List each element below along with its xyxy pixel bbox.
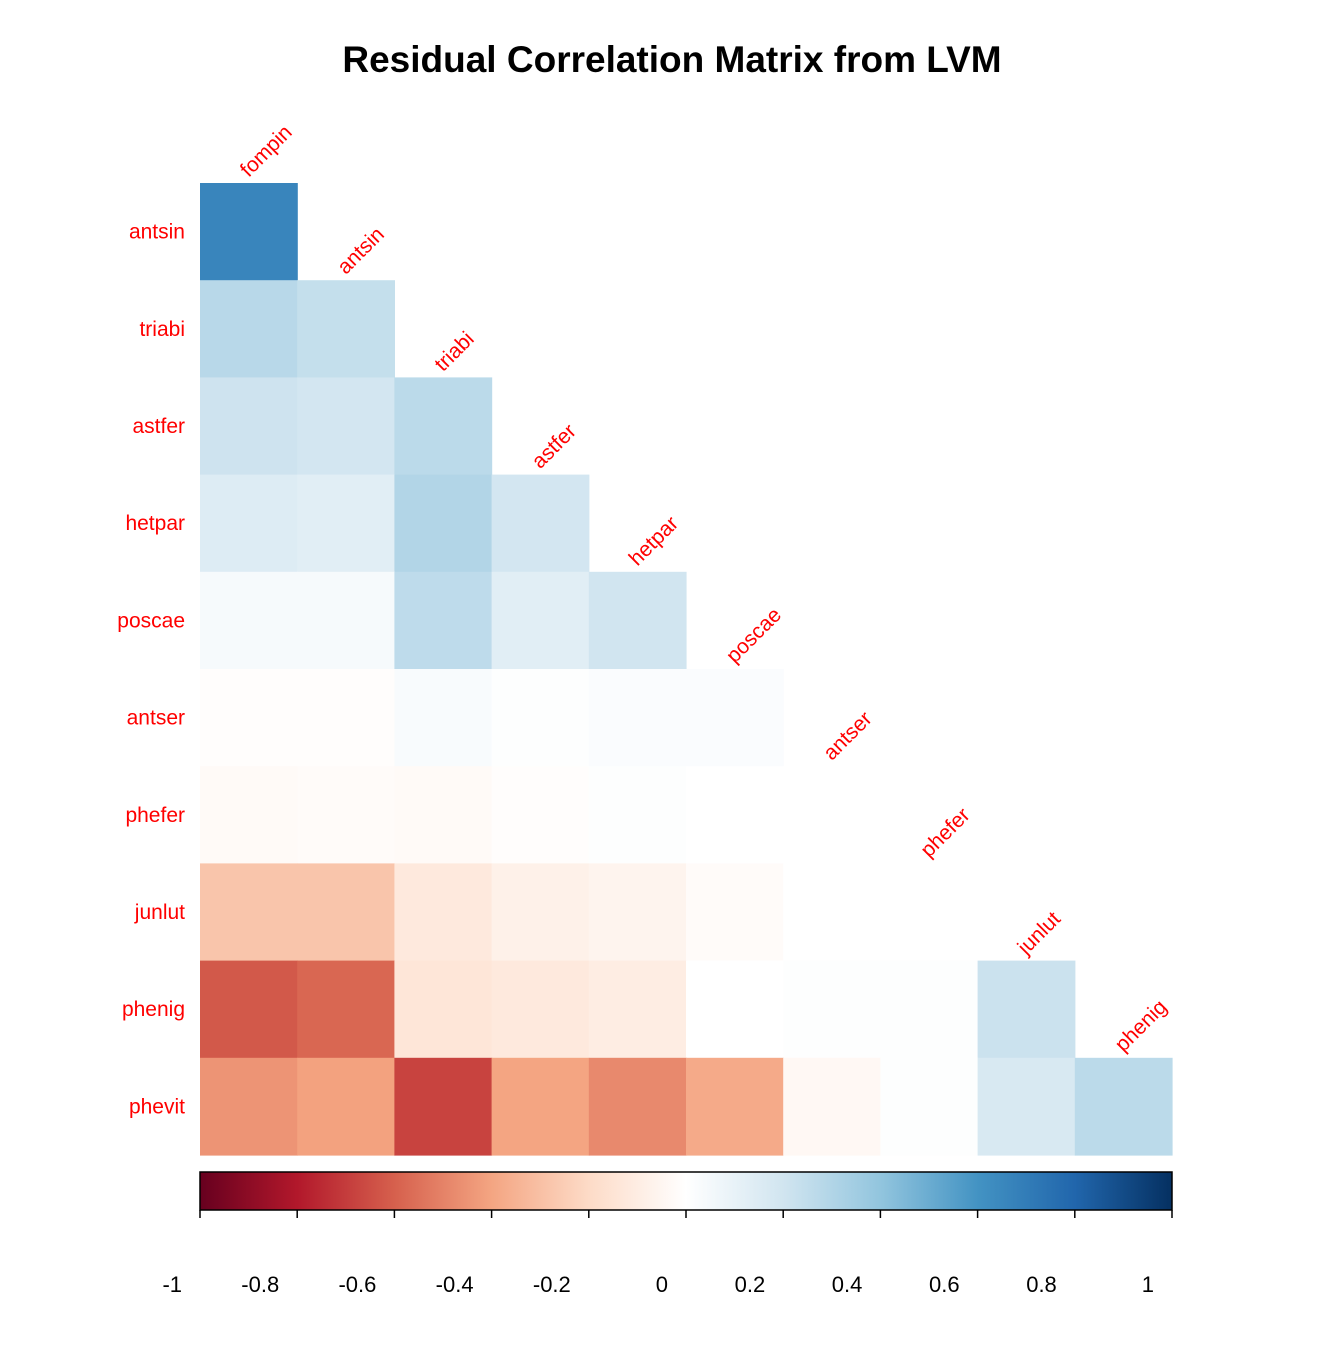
heatmap-cell <box>588 1057 687 1156</box>
row-label: hetpar <box>125 512 185 535</box>
heatmap-cell <box>200 571 298 670</box>
heatmap-cell <box>783 1057 881 1156</box>
column-label: junlut <box>1013 907 1066 960</box>
heatmap-cells <box>200 183 1173 1156</box>
column-label: phefer <box>916 804 974 862</box>
heatmap-cell <box>297 1057 395 1156</box>
heatmap-cell <box>783 863 881 962</box>
column-label: antser <box>819 707 877 765</box>
heatmap-cell <box>297 766 395 864</box>
heatmap-cell <box>394 1057 493 1156</box>
heatmap-cell <box>491 863 590 962</box>
row-label: phenig <box>122 998 185 1021</box>
column-label: hetpar <box>625 512 683 570</box>
chart-title: Residual Correlation Matrix from LVM <box>342 39 1001 80</box>
colorbar-tick-label: -0.2 <box>533 1272 571 1297</box>
heatmap-cell <box>783 960 881 1059</box>
heatmap-cell <box>297 280 395 378</box>
heatmap-cell <box>686 960 784 1059</box>
heatmap-cell <box>1074 1057 1173 1156</box>
row-label: poscae <box>117 609 185 632</box>
row-label: astfer <box>132 415 185 438</box>
heatmap-cell <box>297 669 395 767</box>
heatmap-cell <box>977 1057 1076 1156</box>
heatmap-cell <box>200 280 298 378</box>
colorbar-tick-label: 1 <box>1142 1272 1154 1297</box>
row-label: phevit <box>129 1095 185 1118</box>
heatmap-cell <box>394 766 493 864</box>
heatmap-cell <box>200 960 298 1059</box>
heatmap-cell <box>588 863 687 962</box>
heatmap-cell <box>297 571 395 670</box>
row-label: antser <box>127 707 185 730</box>
heatmap-cell <box>588 571 687 670</box>
row-label: antsin <box>129 221 185 244</box>
heatmap-cell <box>297 474 395 573</box>
colorbar-tick-label: -0.4 <box>436 1272 474 1297</box>
column-label: antsin <box>333 223 389 279</box>
heatmap-cell <box>394 571 493 670</box>
heatmap-cell <box>200 863 298 962</box>
heatmap-cell <box>297 377 395 476</box>
heatmap-cell <box>394 377 493 476</box>
heatmap-cell <box>394 669 493 767</box>
heatmap-cell <box>491 571 590 670</box>
heatmap-cell <box>977 960 1076 1059</box>
heatmap-cell <box>880 863 979 962</box>
colorbar-tick-label: 0 <box>656 1272 668 1297</box>
heatmap-cell <box>200 766 298 864</box>
heatmap-cell <box>394 863 493 962</box>
heatmap-cell <box>200 474 298 573</box>
heatmap-cell <box>588 960 687 1059</box>
heatmap-cell <box>880 960 979 1059</box>
heatmap-cell <box>297 863 395 962</box>
colorbar-tick-label: 0.2 <box>735 1272 766 1297</box>
column-label: fompin <box>236 121 297 182</box>
row-label: phefer <box>125 804 185 827</box>
heatmap-cell <box>686 863 784 962</box>
colorbar-tick-label: -1 <box>162 1272 182 1297</box>
row-labels: antsin triabi astfer hetpar poscae antser phef… <box>117 221 185 1119</box>
heatmap-cell <box>297 960 395 1059</box>
heatmap-cell <box>200 377 298 476</box>
column-label: poscae <box>722 603 786 667</box>
heatmap-cell <box>491 1057 590 1156</box>
heatmap-cell <box>686 766 784 864</box>
heatmap-cell <box>686 1057 784 1156</box>
column-label: astfer <box>527 420 580 473</box>
heatmap-cell <box>491 474 590 573</box>
heatmap-cell <box>491 669 590 767</box>
heatmap-cell <box>588 766 687 864</box>
column-label: phenig <box>1111 995 1172 1056</box>
colorbar-tick-label: -0.6 <box>338 1272 376 1297</box>
row-label: triabi <box>139 318 185 341</box>
colorbar-tick-label: 0.4 <box>832 1272 863 1297</box>
colorbar-tick-label: 0.6 <box>929 1272 960 1297</box>
heatmap-cell <box>394 474 493 573</box>
heatmap-cell <box>200 183 298 281</box>
heatmap-cell <box>686 669 784 767</box>
row-label: junlut <box>134 901 185 924</box>
heatmap-cell <box>491 766 590 864</box>
heatmap-cell <box>783 766 881 864</box>
column-label: triabi <box>430 327 478 375</box>
heatmap-cell <box>394 960 493 1059</box>
heatmap-cell <box>200 1057 298 1156</box>
colorbar-tick-label: 0.8 <box>1026 1272 1057 1297</box>
colorbar: -1 -0.8 -0.6 -0.4 -0.2 0 0.2 0.4 0.6 0.8 1 <box>162 1171 1173 1297</box>
colorbar-gradient <box>199 1171 1173 1211</box>
heatmap-cell <box>491 960 590 1059</box>
heatmap-cell <box>200 669 298 767</box>
heatmap-cell <box>880 1057 979 1156</box>
heatmap-cell <box>588 669 687 767</box>
colorbar-tick-label: -0.8 <box>241 1272 279 1297</box>
